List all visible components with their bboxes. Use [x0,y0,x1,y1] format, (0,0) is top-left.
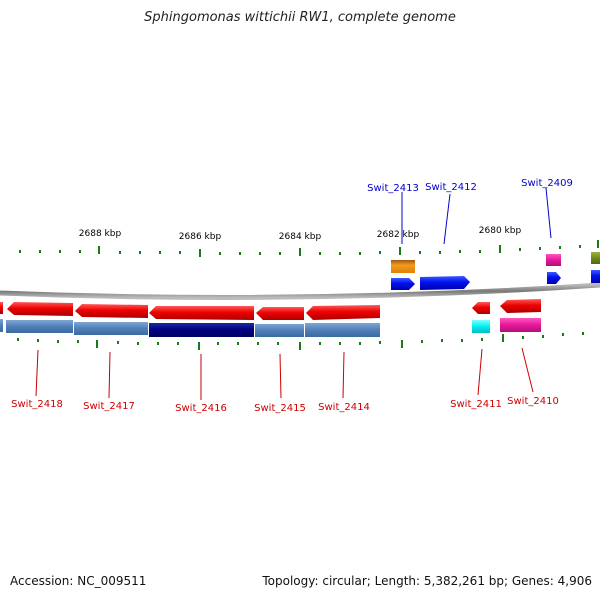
upper-tick-row [19,240,599,257]
orf-band-edge [0,319,3,332]
gene-swit-2413[interactable] [391,278,415,290]
gene-swit-2410[interactable] [500,299,541,313]
orf-band-pink [500,318,541,332]
gene-label-swit-2415[interactable]: Swit_2415 [254,403,306,414]
gene-swit-2415[interactable] [256,307,304,320]
gene-edge-reverse[interactable] [0,302,3,314]
topology-text: Topology: circular; Length: 5,382,261 bp… [262,574,592,588]
gene-label-swit-2410[interactable]: Swit_2410 [507,396,559,407]
map-title: Sphingomonas wittichii RW1, complete gen… [144,10,456,25]
gene-edge-orf[interactable] [591,252,600,264]
gene-label-swit-2409[interactable]: Swit_2409 [521,178,573,189]
gene-swit-2416[interactable] [149,306,254,320]
gene-swit-2414[interactable] [306,305,380,320]
scale-label: 2682 kbp [377,230,420,240]
gene-swit-2417[interactable] [75,304,148,318]
orf-band [305,323,380,337]
scale-label: 2686 kbp [179,232,222,242]
gene-label-swit-2412[interactable]: Swit_2412 [425,182,477,193]
forward-features [391,252,600,290]
orf-band-highlight [149,323,254,337]
lower-tick-row [17,332,584,350]
gene-swit-2409[interactable] [547,272,561,284]
gene-edge-forward[interactable] [591,270,600,283]
scale-label: 2688 kbp [79,229,122,239]
gene-label-swit-2411[interactable]: Swit_2411 [450,399,502,410]
orf-band [74,322,148,335]
orf-band-cyan [472,320,490,333]
scale-label: 2680 kbp [479,226,522,236]
gene-swit-2413-orf[interactable] [391,260,415,273]
orf-band [255,324,304,337]
forward-gene-labels: Swit_2413 Swit_2412 Swit_2409 [367,178,573,245]
reverse-features [0,299,541,337]
gene-swit-2411[interactable] [472,302,490,314]
gene-swit-2412[interactable] [420,276,470,290]
gene-label-swit-2416[interactable]: Swit_2416 [175,403,227,414]
gene-label-swit-2414[interactable]: Swit_2414 [318,402,370,413]
orf-band [6,320,73,333]
scale-label: 2684 kbp [279,232,322,242]
genome-backbone [0,282,600,300]
reverse-gene-labels: Swit_2418 Swit_2417 Swit_2416 Swit_2415 … [11,347,559,414]
gene-swit-2418[interactable] [7,302,73,316]
gene-label-swit-2418[interactable]: Swit_2418 [11,399,63,410]
gene-label-swit-2417[interactable]: Swit_2417 [83,401,135,412]
accession-text: Accession: NC_009511 [10,574,147,588]
gene-label-swit-2413[interactable]: Swit_2413 [367,183,419,194]
gene-swit-2409-orf[interactable] [546,254,561,266]
